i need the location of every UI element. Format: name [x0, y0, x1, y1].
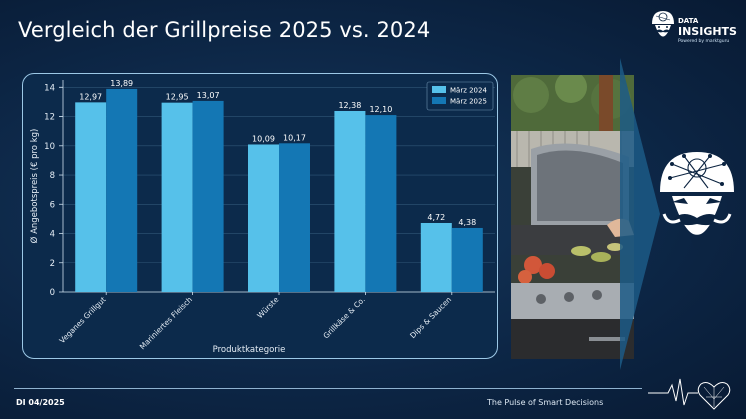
- bar-chart: 0 2 4 6 8 10 12 14 12,97 13,89 Veganes Grillgut 12,…: [29, 79, 495, 355]
- footer-issue: DI 04/2025: [16, 398, 65, 407]
- data-label: 12,10: [369, 105, 392, 114]
- legend-label: März 2024: [450, 87, 487, 95]
- y-tick-label: 10: [44, 142, 55, 152]
- x-tick-label: Mariniertes Fleisch: [138, 295, 194, 351]
- data-insights-logo: DATA INSIGHTS Powered by marktguru: [648, 8, 740, 50]
- data-label: 12,95: [166, 93, 189, 102]
- x-tick-label: Dips & Saucen: [408, 295, 453, 340]
- x-axis-label: Produktkategorie: [213, 345, 286, 355]
- legend-swatch: [432, 97, 446, 104]
- genie-mascot-icon: [660, 152, 734, 250]
- heartbeat-heart-icon: [648, 378, 731, 410]
- data-label: 12,38: [338, 101, 361, 110]
- grill-photo: [511, 75, 634, 359]
- bar: [248, 144, 279, 292]
- y-tick-label: 14: [44, 83, 55, 93]
- y-tick-label: 4: [50, 230, 55, 240]
- brand-line2: INSIGHTS: [678, 25, 737, 38]
- bar: [420, 222, 452, 292]
- y-tick-label: 2: [50, 259, 55, 269]
- mascot-logo-icon: [652, 11, 674, 37]
- bar: [161, 102, 193, 292]
- data-label: 13,07: [197, 91, 220, 100]
- footer-tagline: The Pulse of Smart Decisions: [487, 398, 604, 407]
- y-axis-label: Ø Angebotspreis (€ pro kg): [29, 129, 40, 244]
- bar: [106, 88, 138, 292]
- y-tick-label: 6: [50, 200, 55, 210]
- bar: [75, 102, 107, 292]
- chevron-arrow-icon: [620, 58, 660, 370]
- page-title: Vergleich der Grillpreise 2025 vs. 2024: [18, 18, 431, 42]
- x-tick-label: Grillkäse & Co.: [321, 295, 366, 340]
- chart-panel: 0 2 4 6 8 10 12 14 12,97 13,89 Veganes Grillgut 12,…: [22, 73, 498, 359]
- y-tick-label: 8: [50, 171, 55, 181]
- x-tick-label: Veganes Grillgut: [58, 295, 108, 345]
- legend-label: März 2025: [450, 98, 487, 106]
- legend-swatch: [432, 86, 446, 93]
- bar: [192, 100, 224, 292]
- bar: [451, 227, 483, 292]
- grill-photo-image: [511, 75, 634, 359]
- y-tick-label: 0: [50, 288, 55, 298]
- bar: [334, 110, 366, 292]
- data-label: 10,09: [252, 134, 275, 143]
- bar: [279, 143, 310, 292]
- brand-line3: Powered by marktguru: [678, 39, 730, 44]
- data-label: 12,97: [79, 92, 102, 101]
- bar: [365, 115, 397, 292]
- data-label: 10,17: [283, 133, 306, 142]
- y-tick-label: 12: [44, 113, 55, 123]
- brand-line1: DATA: [678, 17, 699, 25]
- footer-divider: [14, 388, 642, 389]
- x-tick-label: Würste: [255, 295, 280, 320]
- data-label: 4,72: [427, 213, 445, 222]
- data-label: 4,38: [458, 218, 476, 227]
- data-label: 13,89: [110, 79, 133, 88]
